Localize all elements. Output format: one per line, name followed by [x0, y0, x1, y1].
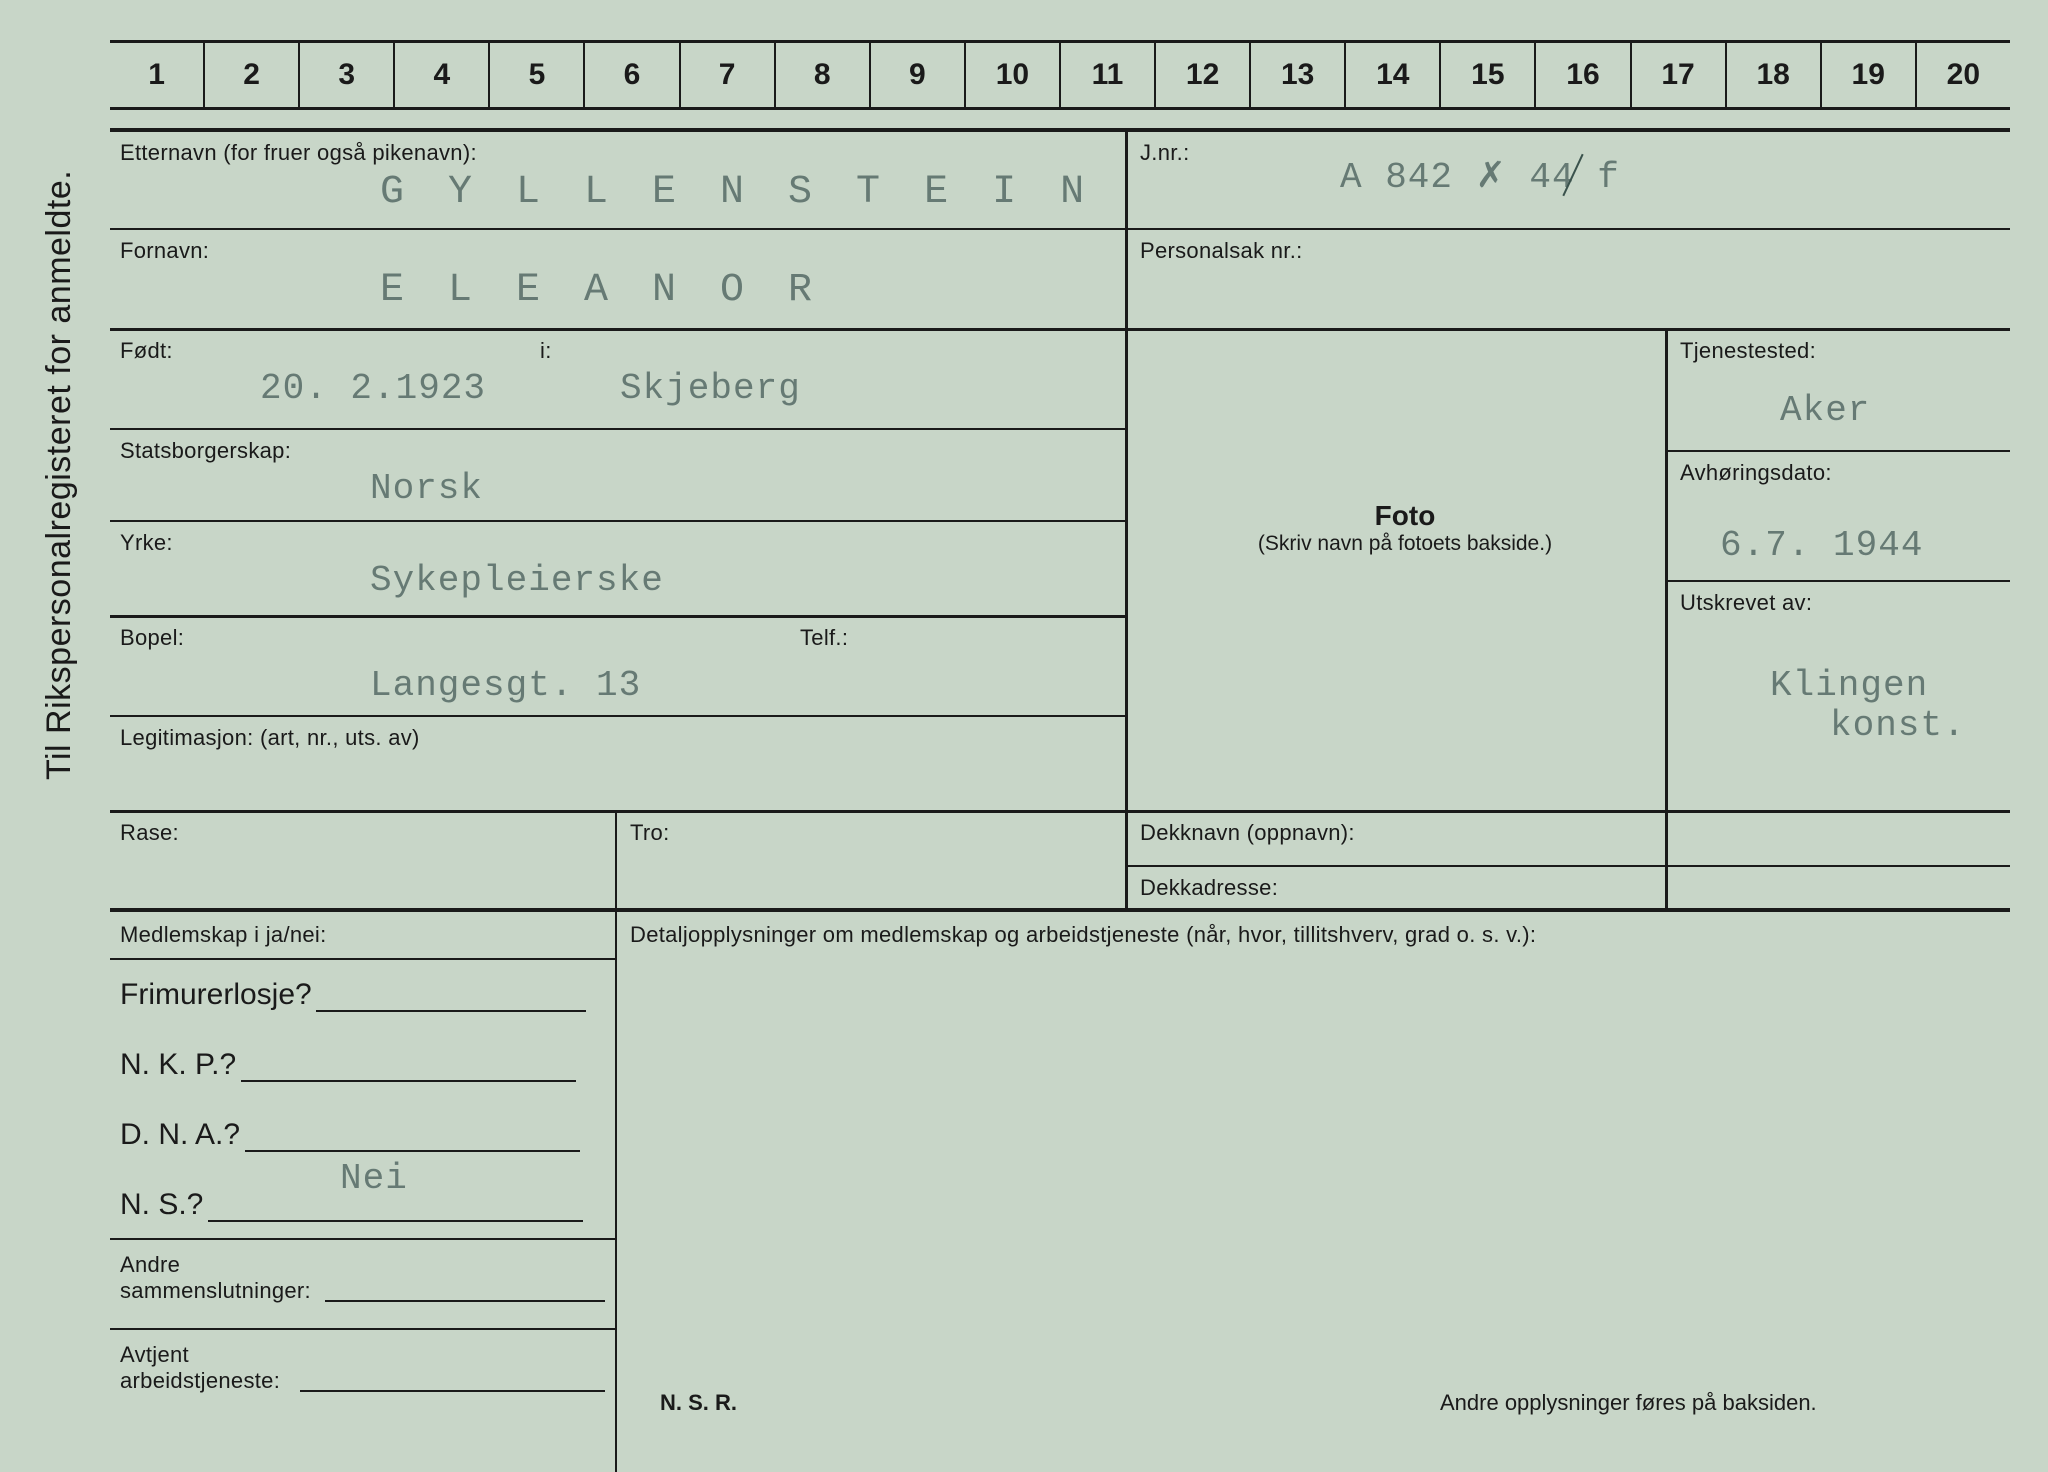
divider-membership [615, 912, 617, 1472]
label-etternavn: Etternavn (for fruer også pikenavn): [120, 140, 477, 166]
ruler-cell: 2 [205, 43, 300, 107]
value-fornavn: E L E A N O R [380, 268, 822, 313]
label-medlemskap: Medlemskap i ja/nei: [120, 922, 327, 948]
ruler-cell: 11 [1061, 43, 1156, 107]
blank-line [241, 1056, 576, 1082]
foto-subtitle: (Skriv navn på fotoets bakside.) [1180, 532, 1630, 556]
ruler-cell: 6 [585, 43, 680, 107]
label-bopel: Bopel: [120, 625, 184, 651]
label-avtjent: Avtjent arbeidstjeneste: [120, 1342, 280, 1394]
rule [1665, 450, 2010, 452]
rule [110, 615, 1125, 618]
value-fodt-i: Skjeberg [620, 368, 801, 409]
blank-line [300, 1390, 605, 1392]
foto-box: Foto (Skriv navn på fotoets bakside.) [1180, 500, 1630, 556]
ruler-cell: 15 [1441, 43, 1536, 107]
label-fornavn: Fornavn: [120, 238, 209, 264]
rule [110, 228, 2010, 230]
label-nkp: N. K. P.? [120, 1048, 236, 1082]
label-fodt: Født: [120, 338, 173, 364]
value-etternavn: G Y L L E N S T E I N [380, 170, 1094, 215]
ruler-cell: 12 [1156, 43, 1251, 107]
ruler-cell: 7 [681, 43, 776, 107]
label-detaljer: Detaljopplysninger om medlemskap og arbe… [630, 922, 1536, 948]
value-yrke: Sykepleierske [370, 560, 664, 601]
ruler-cell: 18 [1727, 43, 1822, 107]
label-i: i: [540, 338, 552, 364]
label-frimurer: Frimurerlosje? [120, 978, 312, 1012]
blank-line [208, 1196, 583, 1222]
vertical-title: Til Rikspersonalregisteret for anmeldte. [40, 170, 79, 780]
divider-rase-tro [615, 813, 617, 908]
label-dekknavn: Dekknavn (oppnavn): [1140, 820, 1355, 846]
value-avhoringsdato: 6.7. 1944 [1720, 525, 1923, 566]
blank-line [245, 1126, 580, 1152]
border-top [110, 128, 2010, 132]
ruler-cell: 19 [1822, 43, 1917, 107]
rule [110, 328, 2010, 331]
label-personalsak: Personalsak nr.: [1140, 238, 1303, 264]
divider-right [1665, 328, 1668, 908]
ruler-cell: 4 [395, 43, 490, 107]
label-jnr: J.nr.: [1140, 140, 1190, 166]
value-fodt: 20. 2.1923 [260, 368, 486, 409]
rule-heavy [110, 908, 2010, 912]
row-nkp: N. K. P.? [120, 1048, 576, 1082]
ruler-cell: 3 [300, 43, 395, 107]
ruler-cell: 10 [966, 43, 1061, 107]
ruler-cell: 9 [871, 43, 966, 107]
blank-line [325, 1300, 605, 1302]
value-utskrevet1: Klingen [1770, 665, 1928, 706]
rule [1128, 865, 2010, 867]
rule [110, 520, 1125, 522]
label-tro: Tro: [630, 820, 670, 846]
label-yrke: Yrke: [120, 530, 173, 556]
label-statsborgerskap: Statsborgerskap: [120, 438, 291, 464]
ruler-cell: 1 [110, 43, 205, 107]
rule [110, 428, 1125, 430]
label-tjenestested: Tjenestested: [1680, 338, 1816, 364]
label-rase: Rase: [120, 820, 179, 846]
label-avhoringsdato: Avhøringsdato: [1680, 460, 1832, 486]
label-telf: Telf.: [800, 625, 848, 651]
row-frimurer: Frimurerlosje? [120, 978, 586, 1012]
rule [110, 810, 2010, 813]
ruler-cell: 16 [1536, 43, 1631, 107]
value-ns: Nei [340, 1158, 408, 1199]
divider-center [1125, 128, 1128, 908]
rule [110, 1238, 615, 1240]
row-dna: D. N. A.? [120, 1118, 580, 1152]
blank-line [316, 986, 586, 1012]
label-andre-sammen: Andre sammenslutninger: [120, 1252, 311, 1304]
label-ns: N. S.? [120, 1188, 203, 1222]
label-dekkadresse: Dekkadresse: [1140, 875, 1278, 901]
ruler-cell: 17 [1632, 43, 1727, 107]
ruler-cell: 13 [1251, 43, 1346, 107]
label-dna: D. N. A.? [120, 1118, 240, 1152]
value-bopel: Langesgt. 13 [370, 665, 641, 706]
form-body: Etternavn (for fruer også pikenavn): G Y… [110, 110, 2010, 1390]
footer-right: Andre opplysninger føres på baksiden. [1440, 1390, 1817, 1416]
rule [110, 1328, 615, 1330]
rule [110, 715, 1125, 717]
label-legitimasjon: Legitimasjon: (art, nr., uts. av) [120, 725, 420, 751]
value-tjenestested: Aker [1780, 390, 1870, 431]
value-statsborgerskap: Norsk [370, 468, 483, 509]
rule [110, 958, 615, 960]
label-utskrevet: Utskrevet av: [1680, 590, 1812, 616]
form-card: 1 2 3 4 5 6 7 8 9 10 11 12 13 14 15 16 1… [110, 40, 2010, 1440]
ruler-scale: 1 2 3 4 5 6 7 8 9 10 11 12 13 14 15 16 1… [110, 40, 2010, 110]
ruler-cell: 8 [776, 43, 871, 107]
value-utskrevet2: konst. [1830, 705, 1966, 746]
ruler-cell: 5 [490, 43, 585, 107]
ruler-cell: 20 [1917, 43, 2010, 107]
footer-nsr: N. S. R. [660, 1390, 737, 1416]
foto-title: Foto [1180, 500, 1630, 532]
ruler-cell: 14 [1346, 43, 1441, 107]
rule [1665, 580, 2010, 582]
